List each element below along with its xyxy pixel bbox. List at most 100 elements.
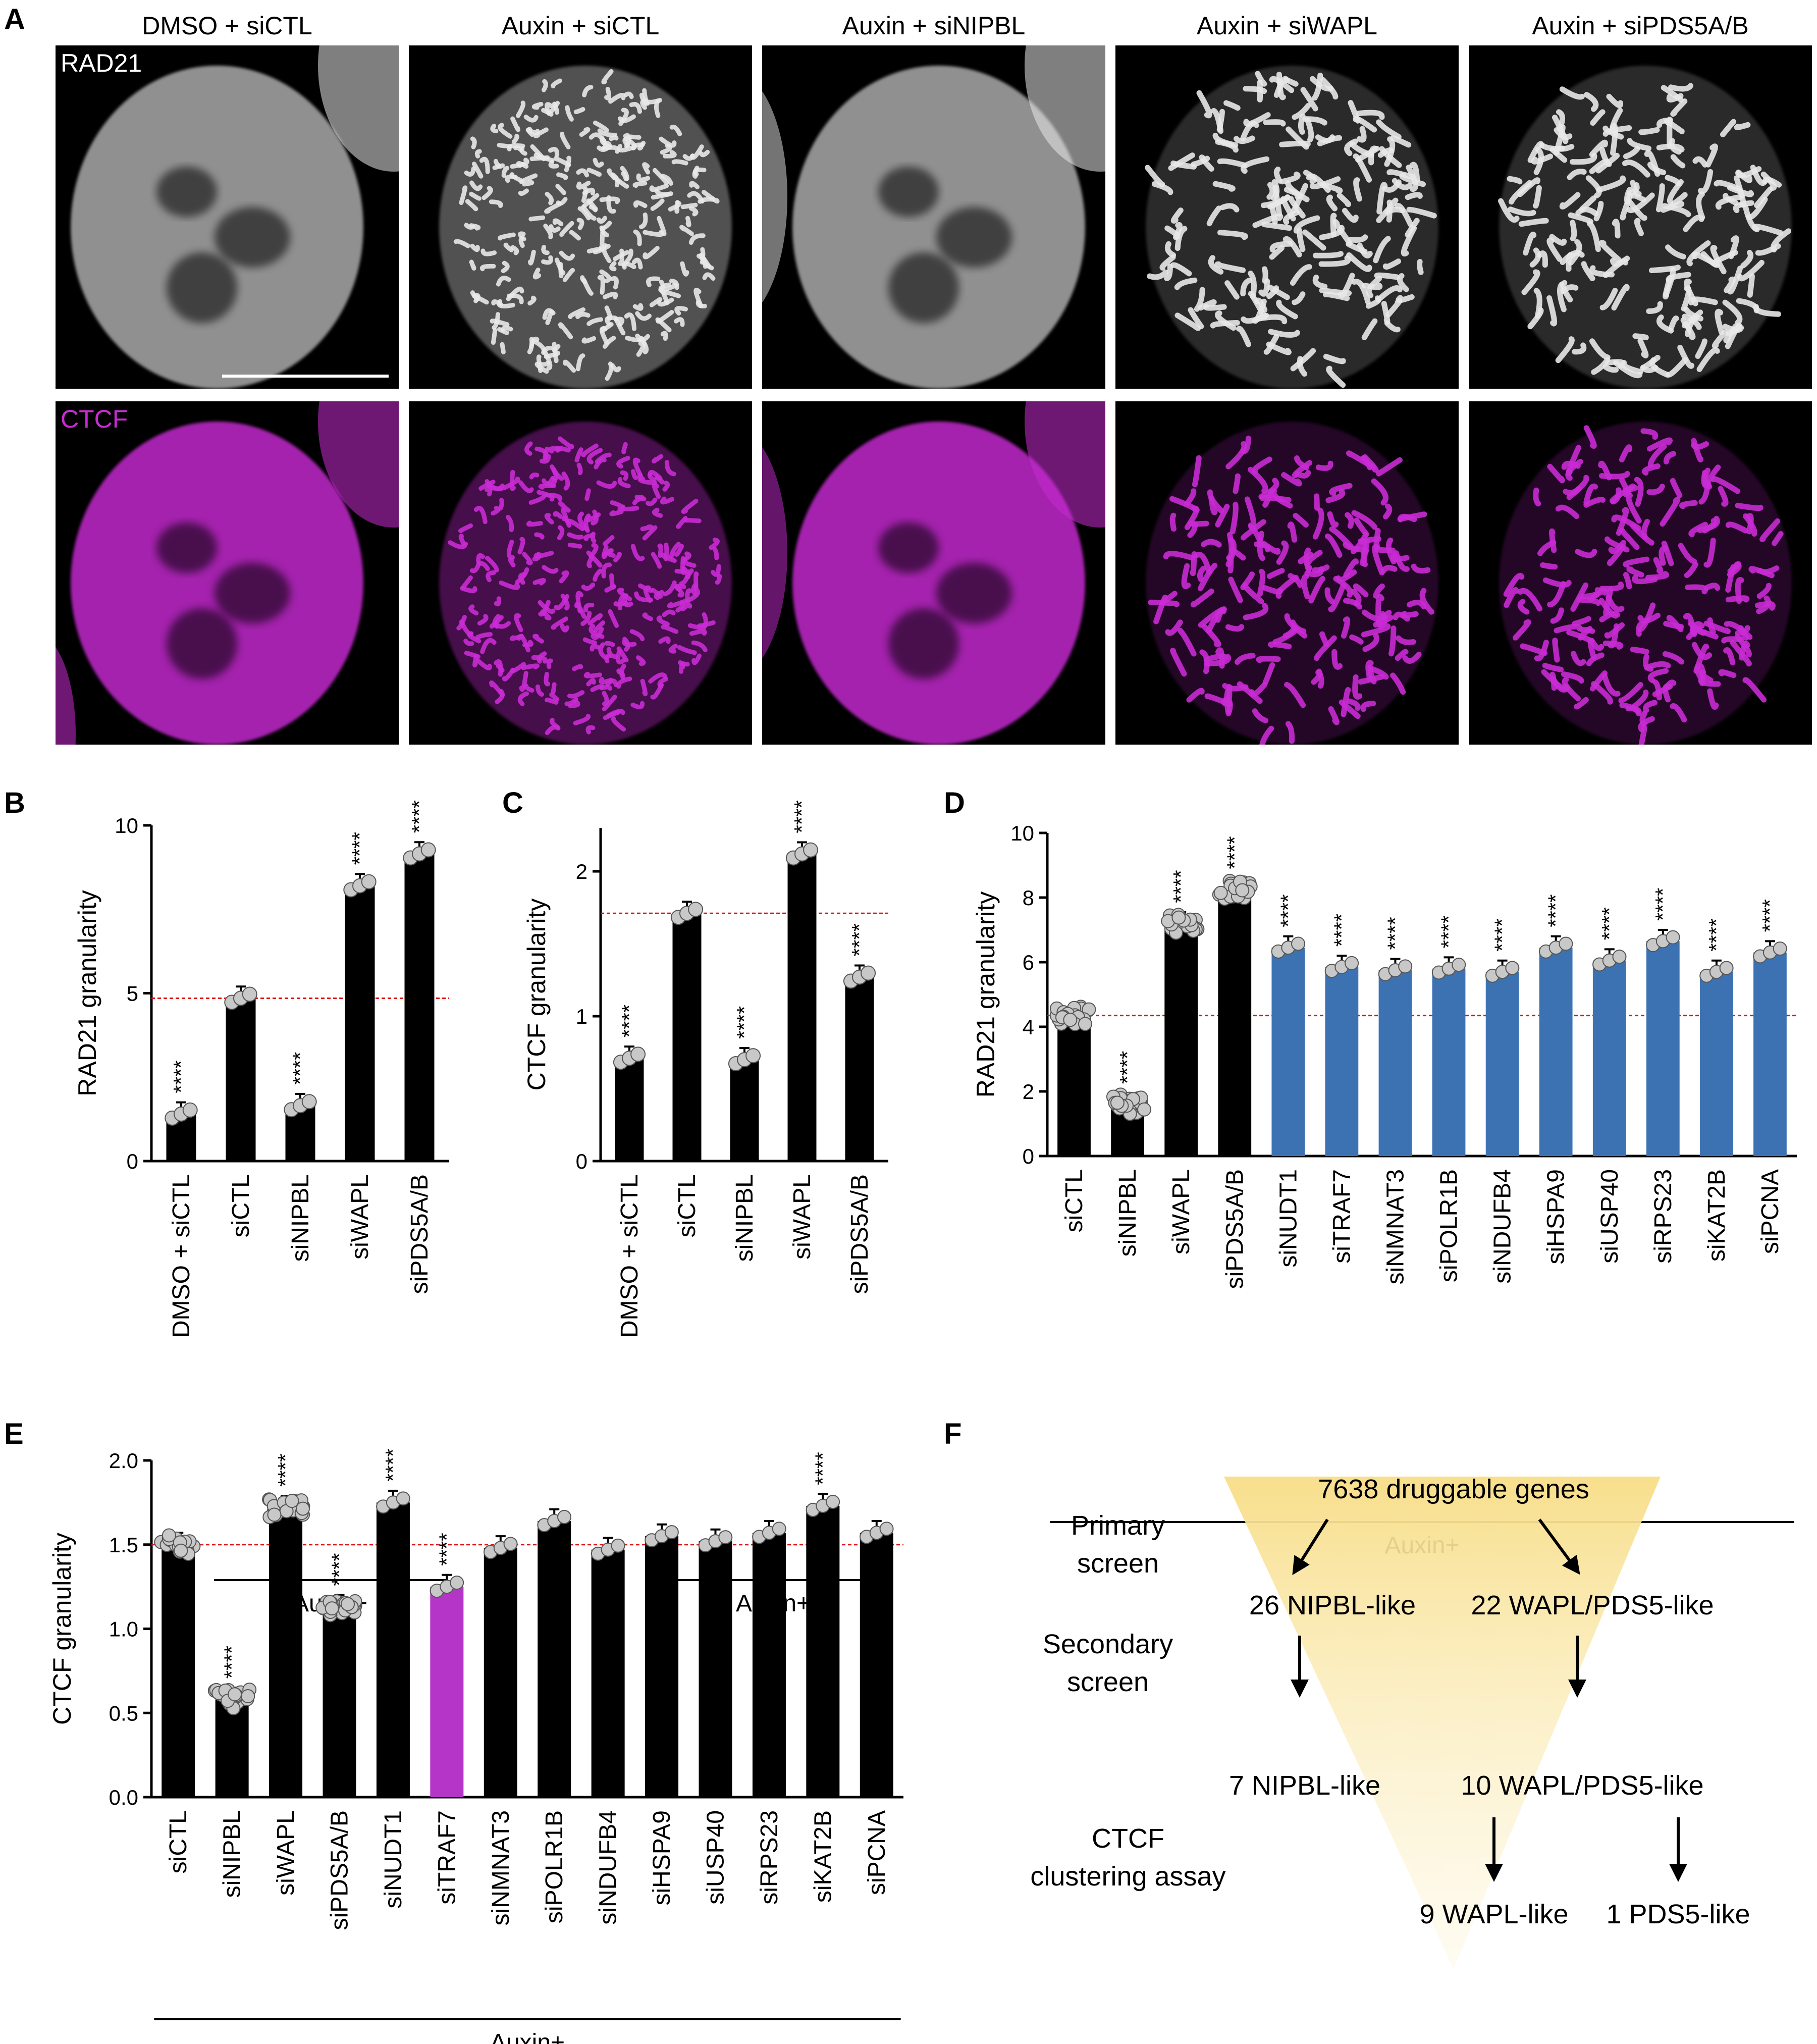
y-tick-label: 0.0 <box>109 1786 138 1809</box>
bar <box>1378 970 1412 1156</box>
panel-d-chart: D 0 2 4 6 8 10 RAD21 granularity siCTL **** siNIP… <box>944 787 1797 1559</box>
data-point <box>1345 956 1359 970</box>
y-tick-label: 0 <box>1023 1144 1034 1168</box>
data-point <box>1235 883 1250 898</box>
y-tick-label: 2 <box>1023 1080 1034 1104</box>
flow-stage-ctcf: CTCF clustering assay <box>1030 1823 1225 1892</box>
category-label: siWAPL <box>347 1174 373 1260</box>
bar <box>269 1507 303 1797</box>
bar <box>845 977 874 1161</box>
bar <box>752 1533 786 1797</box>
data-point <box>325 1601 339 1616</box>
data-point <box>503 1537 518 1551</box>
bar <box>162 1544 195 1797</box>
significance-label: **** <box>617 1005 641 1037</box>
category-label: siNIPBL <box>219 1810 246 1898</box>
significance-label: **** <box>169 1060 193 1093</box>
significance-label: **** <box>407 800 431 833</box>
column-title: Auxin + siPDS5A/B <box>1532 12 1748 40</box>
group-label: Auxin+ <box>490 2029 565 2044</box>
panel-b-label: B <box>4 787 25 819</box>
bar <box>699 1541 732 1797</box>
panel-b-chart: B 0 5 10 RAD21 granularity **** DMSO + siCTL s… <box>4 787 449 1617</box>
micrograph-tile <box>1469 45 1812 389</box>
data-point <box>611 1538 625 1553</box>
data-point <box>557 1510 572 1525</box>
y-axis-label: RAD21 granularity <box>73 890 101 1096</box>
panel-e-label: E <box>4 1418 24 1450</box>
panel-f-flowchart: F 7638 druggable genes Primary screen 26 … <box>944 1418 1750 1969</box>
data-point <box>182 1102 198 1118</box>
data-point <box>1137 1102 1152 1117</box>
category-label: siRPS23 <box>756 1810 783 1905</box>
data-point <box>174 1543 188 1558</box>
data-point <box>803 842 819 858</box>
data-point <box>1110 1095 1125 1110</box>
y-tick-label: 5 <box>127 982 138 1006</box>
significance-label: **** <box>1383 917 1407 950</box>
y-axis-label: RAD21 granularity <box>972 892 1000 1098</box>
micrograph-grid: RAD21 CTCF <box>56 45 1812 745</box>
column-title: Auxin + siCTL <box>502 12 660 40</box>
data-point <box>1612 950 1627 964</box>
bar <box>1271 948 1305 1156</box>
bar <box>1432 968 1466 1156</box>
category-label: siWAPL <box>273 1810 299 1896</box>
micrograph-tile <box>762 401 1105 745</box>
data-point <box>1559 936 1573 951</box>
significance-label: **** <box>381 1449 405 1482</box>
data-point <box>267 1507 282 1522</box>
significance-label: **** <box>274 1454 297 1487</box>
data-point <box>772 1522 786 1536</box>
data-point <box>228 1687 242 1702</box>
flow-wapl-primary: 22 WAPL/PDS5-like <box>1471 1590 1714 1620</box>
data-point <box>241 1689 255 1704</box>
significance-label: **** <box>1597 907 1621 940</box>
panel-a: A DMSO + siCTL Auxin + siCTL Auxin + siNIP… <box>4 3 1812 745</box>
significance-label: **** <box>435 1533 458 1565</box>
category-label: siUSP40 <box>703 1810 729 1905</box>
category-label: siCTL <box>165 1810 192 1873</box>
data-point <box>1291 936 1306 951</box>
panel-d-label: D <box>944 787 965 819</box>
flow-arrow-1b <box>1538 1518 1580 1575</box>
y-tick-label: 0 <box>127 1149 138 1173</box>
category-label: siCTL <box>228 1174 254 1237</box>
data-point <box>879 1522 894 1536</box>
significance-label: **** <box>790 800 814 833</box>
y-tick-label: 1.0 <box>109 1617 138 1641</box>
category-label: siWAPL <box>789 1174 816 1260</box>
bar <box>1753 952 1787 1156</box>
category-label: siKAT2B <box>810 1810 836 1903</box>
category-label: siPOLR1B <box>541 1810 568 1923</box>
data-point <box>664 1525 679 1540</box>
y-tick-label: 8 <box>1023 886 1034 910</box>
significance-label: **** <box>1758 899 1782 932</box>
data-point <box>1213 885 1228 900</box>
bar <box>806 1506 840 1797</box>
flow-top-genes: 7638 druggable genes <box>1318 1474 1589 1504</box>
y-tick-label: 1 <box>576 1005 587 1028</box>
flow-stage-secondary: Secondary screen <box>1043 1629 1173 1697</box>
panel-f-label: F <box>944 1418 961 1450</box>
micrograph-tile: CTCF <box>56 401 399 745</box>
y-tick-label: 0.5 <box>109 1701 138 1725</box>
category-label: siNDUFB4 <box>595 1810 622 1925</box>
category-label: siKAT2B <box>1703 1169 1730 1262</box>
data-point <box>361 874 377 889</box>
micrograph-tile <box>1115 401 1459 745</box>
flow-stage-primary: Primary screen <box>1071 1510 1165 1579</box>
significance-label: **** <box>1651 888 1675 921</box>
bar <box>1218 889 1252 1156</box>
flow-arrow-1a <box>1292 1518 1329 1576</box>
significance-label: **** <box>1490 918 1514 951</box>
category-label: siPOLR1B <box>1436 1169 1463 1282</box>
bar <box>484 1548 517 1797</box>
category-label: siNMNAT3 <box>488 1810 514 1925</box>
category-label: siPDS5A/B <box>846 1174 873 1294</box>
category-label: siPDS5A/B <box>406 1174 433 1294</box>
bar <box>1700 972 1733 1156</box>
significance-label: **** <box>288 1052 312 1085</box>
significance-label: **** <box>1437 915 1461 948</box>
